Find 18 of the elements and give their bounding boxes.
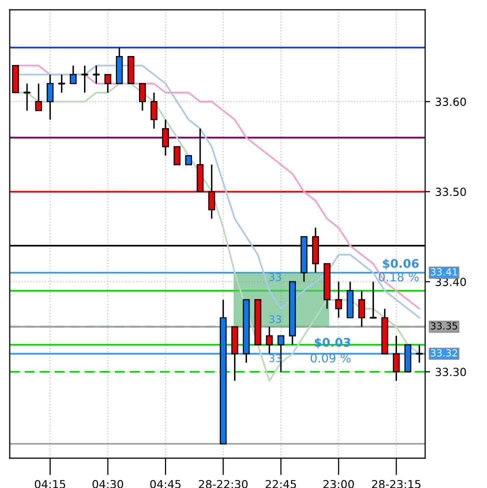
annotation: $0.06: [382, 258, 419, 270]
x-tick-label: 28-23:15: [372, 480, 420, 488]
annotation: 0.09 %: [310, 354, 351, 363]
x-tick-label: 04:30: [92, 480, 124, 488]
annotation: 33: [269, 273, 281, 281]
y-tick-label: 33.50: [436, 188, 466, 196]
ref-line-label: 33.35: [430, 322, 458, 330]
x-tick-label: 23:00: [323, 480, 354, 488]
x-tick-label: 04:15: [34, 480, 66, 488]
annotation: 33: [269, 315, 281, 324]
annotation: 0.18 %: [378, 272, 419, 282]
x-tick-label: 28-22:30: [198, 480, 248, 488]
x-tick-label: 22:45: [266, 480, 296, 488]
y-tick-label: 33.30: [436, 368, 466, 376]
ref-line-label: 33.41: [430, 268, 458, 276]
ref-line-label: 33.32: [430, 349, 457, 357]
x-tick-label: 04:45: [150, 480, 181, 488]
y-tick-label: 33.60: [436, 98, 466, 106]
